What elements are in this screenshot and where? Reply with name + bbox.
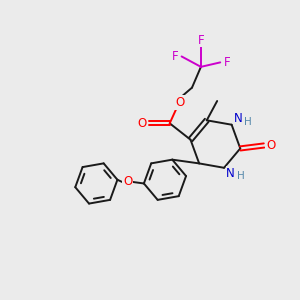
- Text: O: O: [175, 96, 184, 109]
- Text: N: N: [234, 112, 242, 125]
- Text: F: F: [198, 34, 204, 46]
- Text: N: N: [226, 167, 235, 180]
- Text: H: H: [236, 171, 244, 181]
- Text: O: O: [123, 176, 132, 188]
- Text: O: O: [138, 117, 147, 130]
- Text: H: H: [244, 117, 252, 127]
- Text: O: O: [266, 139, 275, 152]
- Text: F: F: [172, 50, 178, 63]
- Text: F: F: [224, 56, 230, 69]
